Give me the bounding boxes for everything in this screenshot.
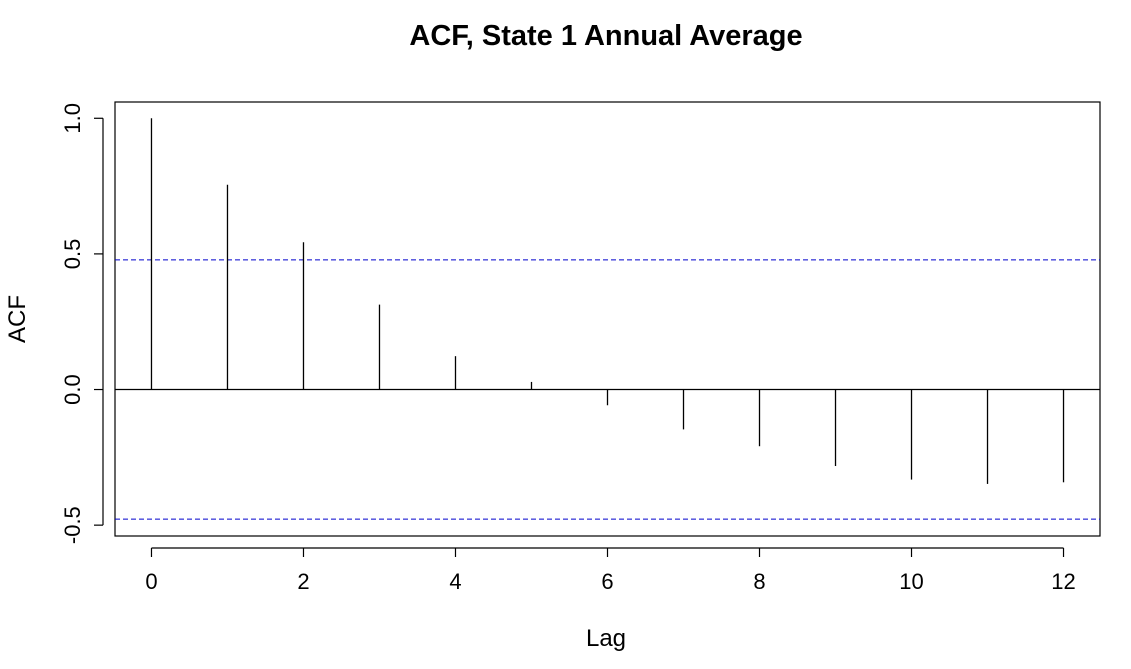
x-tick-label-12: 12 [1051,569,1075,594]
y-tick-label-2: 0.5 [60,239,85,270]
y-tick-label-1: 0.0 [60,374,85,405]
x-axis-label: Lag [586,625,626,652]
x-tick-label-0: 0 [145,569,157,594]
chart-title: ACF, State 1 Annual Average [409,20,802,52]
plot-area: 0 2 4 6 8 10 12 -0.5 0.0 0.5 1.0 [60,101,1101,594]
x-tick-label-2: 2 [297,569,309,594]
y-tick-label-0: -0.5 [60,506,85,544]
x-tick-label-10: 10 [899,569,923,594]
x-tick-label-6: 6 [601,569,613,594]
plot-frame [114,101,1101,537]
x-tick-label-8: 8 [753,569,765,594]
y-axis-label: ACF [4,295,31,343]
x-tick-label-4: 4 [449,569,461,594]
y-tick-label-3: 1.0 [60,103,85,134]
